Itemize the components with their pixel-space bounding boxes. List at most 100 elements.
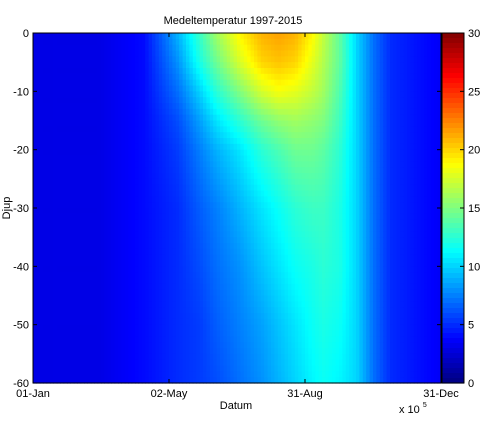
heatmap-cell <box>301 231 306 238</box>
heatmap-cell <box>87 155 92 162</box>
heatmap-cell <box>43 318 48 326</box>
heatmap-cell <box>277 254 282 262</box>
heatmap-cell <box>220 167 224 174</box>
heatmap-cell <box>288 313 292 320</box>
heatmap-cell <box>80 213 85 221</box>
heatmap-cell <box>138 33 143 40</box>
heatmap-cell <box>36 202 41 209</box>
heatmap-cell <box>165 301 170 308</box>
heatmap-cell <box>311 173 316 180</box>
heatmap-cell <box>87 353 92 361</box>
heatmap-cell <box>84 330 88 337</box>
heatmap-cell <box>237 301 241 308</box>
heatmap-cell <box>203 330 207 337</box>
heatmap-cell <box>56 313 61 320</box>
heatmap-cell <box>172 138 177 145</box>
heatmap-cell <box>43 149 48 157</box>
heatmap-cell <box>145 167 150 174</box>
heatmap-cell <box>281 213 286 221</box>
heatmap-cell <box>70 225 75 232</box>
heatmap-cell <box>284 33 289 40</box>
heatmap-cell <box>84 103 88 110</box>
heatmap-cell <box>298 196 303 203</box>
heatmap-cell <box>233 68 238 75</box>
heatmap-cell <box>131 114 136 122</box>
heatmap-cell <box>213 237 218 244</box>
heatmap-cell <box>70 318 75 326</box>
heatmap-cell <box>56 295 61 302</box>
heatmap-cell <box>84 126 88 133</box>
heatmap-cell <box>192 272 197 279</box>
heatmap-cell <box>189 359 194 367</box>
heatmap-cell <box>209 324 214 332</box>
heatmap-cell <box>107 289 112 297</box>
heatmap-cell <box>39 266 44 273</box>
heatmap-cell <box>186 167 190 174</box>
heatmap-cell <box>46 44 51 52</box>
heatmap-cell <box>216 97 221 104</box>
heatmap-cell <box>189 295 194 302</box>
heatmap-cell <box>111 126 116 133</box>
heatmap-cell <box>192 231 197 238</box>
heatmap-cell <box>274 161 279 168</box>
heatmap-cell <box>162 307 167 314</box>
heatmap-cell <box>118 149 122 157</box>
heatmap-cell <box>260 219 265 227</box>
heatmap-cell <box>94 342 99 349</box>
heatmap-cell <box>226 278 231 285</box>
heatmap-cell <box>298 50 303 57</box>
heatmap-cell <box>43 278 48 285</box>
heatmap-cell <box>203 365 207 372</box>
heatmap-cell <box>284 330 289 337</box>
heatmap-cell <box>87 108 92 116</box>
heatmap-cell <box>50 120 54 127</box>
heatmap-cell <box>254 202 258 209</box>
heatmap-cell <box>97 231 102 238</box>
heatmap-cell <box>189 38 194 46</box>
heatmap-cell <box>260 143 265 151</box>
heatmap-cell <box>73 254 78 262</box>
heatmap-cell <box>186 108 190 116</box>
heatmap-cell <box>175 85 180 92</box>
heatmap-cell <box>80 120 85 127</box>
heatmap-cell <box>148 359 153 367</box>
heatmap-cell <box>135 38 139 46</box>
heatmap-cell <box>135 254 139 262</box>
heatmap-cell <box>277 132 282 139</box>
heatmap-cell <box>107 313 112 320</box>
heatmap-cell <box>311 91 316 98</box>
heatmap-cell <box>196 324 201 332</box>
heatmap-cell <box>90 260 95 267</box>
heatmap-cell <box>274 91 279 98</box>
heatmap-cell <box>260 50 265 57</box>
heatmap-cell <box>308 143 313 151</box>
heatmap-cell <box>189 149 194 157</box>
heatmap-cell <box>305 371 309 378</box>
heatmap-cell <box>203 359 207 367</box>
heatmap-cell <box>46 126 51 133</box>
heatmap-cell <box>39 208 44 215</box>
heatmap-cell <box>294 44 299 52</box>
heatmap-cell <box>271 353 275 361</box>
heatmap-cell <box>230 190 235 197</box>
heatmap-cell <box>233 173 238 180</box>
heatmap-cell <box>70 73 75 81</box>
heatmap-cell <box>33 295 37 302</box>
heatmap-cell <box>196 243 201 250</box>
heatmap-cell <box>60 73 65 81</box>
heatmap-cell <box>46 190 51 197</box>
heatmap-cell <box>114 295 119 302</box>
heatmap-cell <box>80 68 85 75</box>
heatmap-cell <box>192 143 197 151</box>
heatmap-cell <box>209 56 214 63</box>
heatmap-cell <box>67 260 71 267</box>
heatmap-cell <box>84 62 88 69</box>
heatmap-cell <box>223 377 228 384</box>
heatmap-cell <box>237 38 241 46</box>
heatmap-cell <box>209 272 214 279</box>
heatmap-cell <box>152 85 156 92</box>
heatmap-cell <box>250 225 255 232</box>
heatmap-cell <box>162 73 167 81</box>
heatmap-cell <box>33 348 37 355</box>
heatmap-cell <box>311 260 316 267</box>
